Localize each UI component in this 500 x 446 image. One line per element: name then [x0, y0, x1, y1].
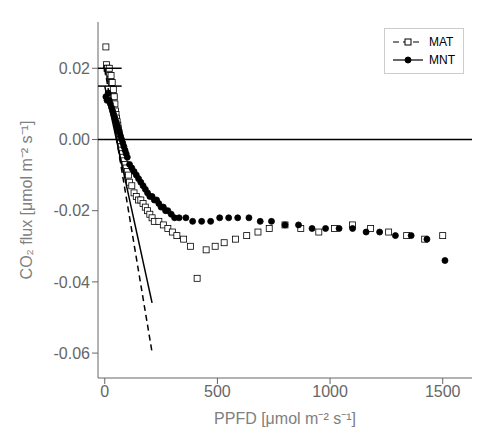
svg-text:-0.06: -0.06 — [54, 345, 91, 362]
svg-text:1000: 1000 — [312, 383, 348, 400]
svg-text:1500: 1500 — [425, 383, 461, 400]
svg-text:0: 0 — [100, 383, 109, 400]
svg-text:0.00: 0.00 — [59, 131, 90, 148]
svg-text:500: 500 — [204, 383, 231, 400]
html-text:MAT: MAT — [429, 35, 454, 49]
svg-text:0.02: 0.02 — [59, 60, 90, 77]
svg-text:CO₂ flux [μmol m⁻² s⁻¹]: CO₂ flux [μmol m⁻² s⁻¹] — [18, 121, 35, 280]
svg-text:-0.02: -0.02 — [54, 202, 91, 219]
html-text:MNT: MNT — [429, 53, 455, 67]
svg-text:-0.04: -0.04 — [54, 274, 91, 291]
svg-text:PPFD [μmol m⁻² s⁻¹]: PPFD [μmol m⁻² s⁻¹] — [214, 410, 356, 427]
